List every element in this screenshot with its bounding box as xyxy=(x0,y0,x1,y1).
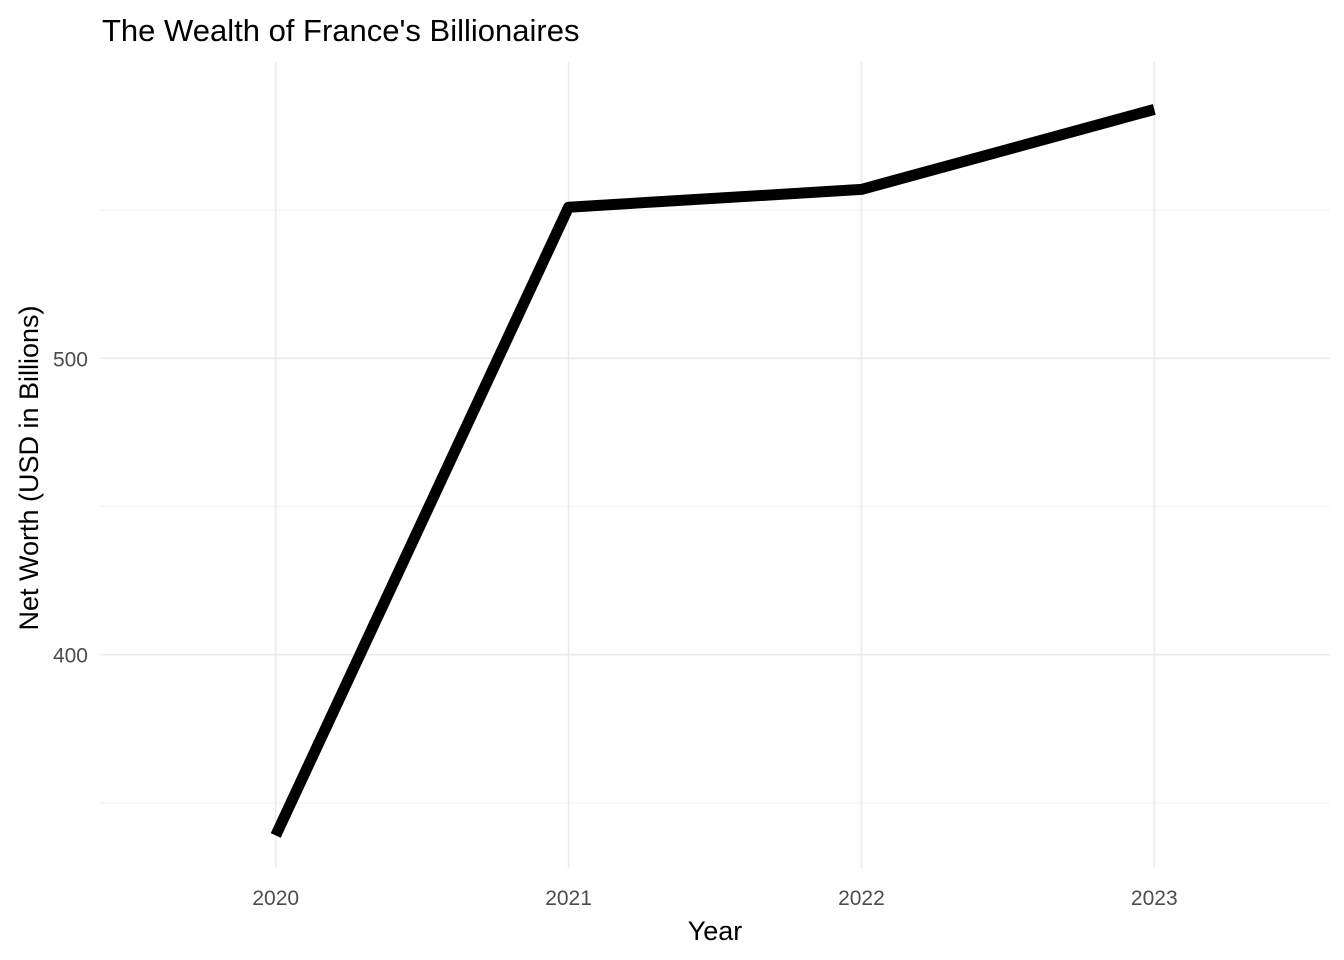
chart-title: The Wealth of France's Billionaires xyxy=(102,13,579,48)
x-tick-label: 2021 xyxy=(545,887,592,910)
x-tick-label: 2022 xyxy=(838,887,885,910)
series-line-0 xyxy=(270,104,1156,838)
x-axis-title: Year xyxy=(688,916,743,946)
x-tick-label: 2023 xyxy=(1131,887,1178,910)
x-tick-label: 2020 xyxy=(252,887,299,910)
x-axis-tick-labels: 2020 2021 2022 2023 xyxy=(252,887,1177,910)
grid-lines xyxy=(100,62,1330,868)
y-axis-title: Net Worth (USD in Billions) xyxy=(14,305,44,630)
y-axis-tick-labels: 400 500 xyxy=(53,348,88,667)
series-lines xyxy=(270,104,1156,838)
y-tick-label: 500 xyxy=(53,348,88,371)
y-tick-label: 400 xyxy=(53,645,88,668)
